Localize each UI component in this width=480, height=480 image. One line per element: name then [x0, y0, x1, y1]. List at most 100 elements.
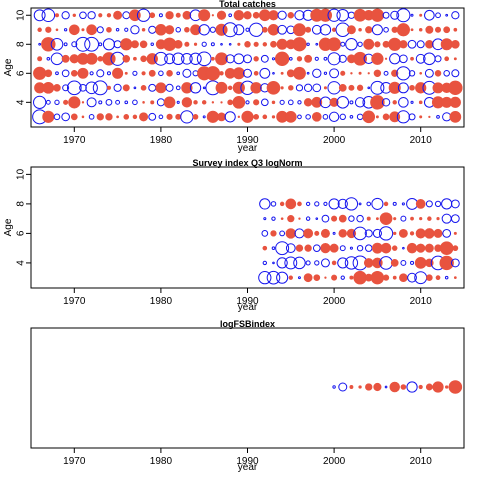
bubble-negative [336, 96, 350, 109]
bubble-negative [384, 385, 388, 389]
bubble-negative [182, 68, 192, 78]
bubble-negative [61, 112, 70, 122]
bubble-positive [220, 101, 223, 104]
bubble-positive [63, 99, 69, 105]
bubble-negative [279, 99, 285, 105]
x-tick-label: 2010 [410, 296, 433, 307]
bubble-positive [184, 41, 190, 47]
bubble-positive [419, 13, 423, 17]
bubble-negative [53, 113, 61, 121]
bubble-positive [253, 113, 260, 120]
bubble-positive [443, 26, 451, 34]
bubble-negative [180, 110, 194, 124]
bubble-negative [311, 24, 322, 35]
bubble-positive [181, 97, 193, 108]
bubble-negative [132, 70, 138, 76]
bubble-negative [444, 275, 449, 280]
bubble-negative [399, 54, 408, 64]
bubble-positive [193, 42, 198, 46]
bubble-positive [435, 275, 441, 281]
bubble-positive [329, 243, 339, 253]
bubble-positive [424, 243, 434, 253]
bubble-positive [232, 67, 245, 80]
bubble-positive [428, 115, 431, 118]
bubble-negative [113, 40, 122, 49]
bubble-positive [305, 26, 312, 33]
bubble-positive [338, 229, 347, 238]
bubble-negative [189, 82, 202, 94]
bubble-positive [323, 86, 327, 90]
bubble-positive [409, 84, 415, 91]
bubble-positive [419, 217, 423, 221]
bubble-positive [370, 8, 385, 22]
bubble-positive [122, 84, 130, 92]
bubble-negative [435, 12, 441, 19]
bubble-positive [363, 38, 375, 50]
bubble-negative [332, 231, 336, 235]
bubble-negative [132, 99, 138, 106]
bubble-positive [356, 84, 364, 91]
bubble-negative [189, 52, 202, 65]
bubble-positive [304, 54, 313, 63]
y-tick-label: 4 [16, 260, 27, 266]
bubble-negative [349, 246, 353, 250]
bubble-negative [75, 36, 91, 52]
bubble-positive [227, 99, 234, 106]
bubble-positive [106, 85, 111, 90]
bubble-positive [419, 71, 423, 75]
bubble-positive [192, 114, 199, 120]
bubble-positive [287, 215, 295, 223]
bubble-positive [72, 13, 76, 17]
bubble-series [32, 8, 463, 125]
bubble-positive [424, 228, 435, 239]
bubble-positive [45, 26, 52, 33]
bubble-negative [96, 69, 105, 78]
bubble-negative [258, 271, 272, 285]
bubble-positive [296, 56, 303, 62]
bubble-positive [314, 230, 320, 236]
bubble-positive [370, 270, 385, 285]
bubble-negative [340, 41, 346, 47]
bubble-positive [453, 27, 458, 32]
bubble-negative [271, 246, 276, 250]
bubble-negative [115, 99, 121, 105]
bubble-positive [293, 66, 306, 80]
bubble-positive [416, 243, 426, 253]
bubble-positive [123, 114, 130, 120]
bubble-positive [270, 230, 277, 237]
bubble-positive [164, 25, 175, 35]
bubble-negative [392, 201, 397, 206]
bubble-positive [163, 96, 176, 109]
bubble-positive [400, 384, 407, 390]
bubble-negative [61, 69, 70, 78]
bubble-positive [388, 37, 402, 51]
bubble-negative [243, 54, 252, 64]
bubble-positive [250, 82, 262, 94]
bubble-negative [287, 99, 294, 106]
bubble-positive [433, 228, 443, 238]
bubble-positive [280, 86, 284, 90]
bubble-negative [284, 256, 298, 270]
bubble-negative [228, 42, 232, 46]
bubble-negative [201, 41, 207, 47]
bubble-negative [408, 70, 416, 77]
bubble-negative [98, 42, 103, 47]
bubble-negative [306, 71, 310, 75]
x-tick-label: 1970 [63, 456, 86, 467]
y-tick-label: 10 [16, 9, 27, 21]
bubble-negative [327, 81, 341, 95]
bubble-negative [266, 270, 281, 285]
bubble-negative [401, 202, 405, 206]
bubble-positive [201, 100, 207, 105]
bubble-series [258, 197, 460, 285]
bubble-negative [148, 83, 157, 92]
bubble-positive [198, 9, 211, 22]
bubble-negative [233, 53, 245, 65]
bubble-positive [85, 52, 98, 65]
bubble-positive [105, 113, 113, 121]
bubble-positive [382, 274, 390, 281]
bubble-positive [311, 112, 322, 122]
bubble-negative [41, 8, 56, 23]
bubble-negative [263, 217, 267, 221]
